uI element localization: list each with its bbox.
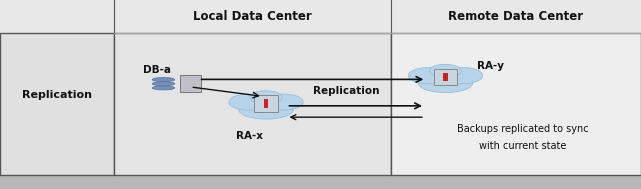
Ellipse shape [444,68,483,84]
FancyBboxPatch shape [0,33,641,175]
FancyBboxPatch shape [264,99,268,108]
Text: RA-y: RA-y [477,61,504,71]
FancyBboxPatch shape [254,95,278,112]
Text: with current state: with current state [479,141,566,150]
FancyBboxPatch shape [0,0,641,33]
Text: Replication: Replication [313,86,379,96]
Ellipse shape [408,68,447,84]
Text: Local Data Center: Local Data Center [193,10,312,23]
Ellipse shape [250,91,282,104]
FancyBboxPatch shape [0,175,641,189]
Text: Backups replicated to sync: Backups replicated to sync [456,124,588,133]
Text: DB-a: DB-a [143,65,171,75]
Ellipse shape [429,64,462,77]
Ellipse shape [153,86,174,90]
FancyBboxPatch shape [444,73,447,81]
Text: Replication: Replication [22,90,92,99]
FancyBboxPatch shape [391,33,641,175]
FancyBboxPatch shape [180,75,201,92]
FancyBboxPatch shape [434,69,457,85]
Ellipse shape [153,77,174,82]
Ellipse shape [238,100,294,119]
Ellipse shape [153,82,174,86]
FancyBboxPatch shape [114,33,391,175]
Ellipse shape [229,94,267,110]
FancyBboxPatch shape [0,33,114,175]
Ellipse shape [265,94,303,110]
Text: Remote Data Center: Remote Data Center [449,10,583,23]
Text: RA-x: RA-x [237,131,263,141]
Ellipse shape [418,74,472,93]
